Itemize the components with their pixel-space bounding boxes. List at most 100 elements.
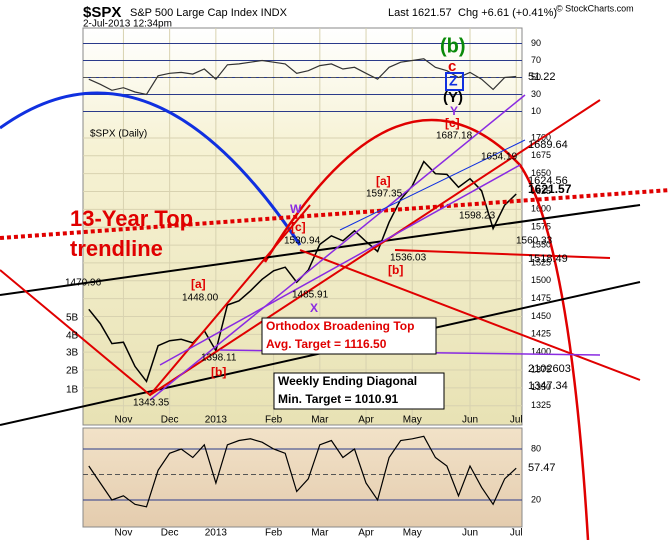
wave-label: c [448,58,456,75]
red-line [149,99,601,396]
target-label: Orthodox Broadening Top [266,319,414,333]
rsi-label: 51.22 [528,71,556,83]
series-label: $SPX (Daily) [90,129,147,140]
oscillator-label: 57.47 [528,462,556,474]
y-tick-label: 1475 [531,293,551,303]
price-label: 1624.56 [528,175,568,187]
y-tick-label: 80 [531,443,541,453]
annotation-box [261,317,437,355]
y-tick-label: 20 [531,494,541,504]
red-line [394,249,611,259]
last-price-label: 1621.57 [528,182,572,196]
y-tick-label: 1500 [531,275,551,285]
blue-arc [0,91,302,246]
y-tick-label: 1350 [531,382,551,392]
x-tick-label: Feb [265,528,283,539]
trendline-label: trendline [70,236,163,261]
wave-label: [c] [291,220,306,234]
wave-label: [b] [211,365,226,379]
y-tick-label: 1450 [531,311,551,321]
wave-label: W [290,202,302,216]
x-tick-label: Jun [462,528,478,539]
y-tick-label: 70 [531,55,541,65]
x-tick-label: Feb [265,415,283,426]
price-label: 1536.03 [390,253,427,264]
price-label: 1347.34 [528,380,568,392]
series-line [88,58,517,96]
y-tick-label: 1625 [531,186,551,196]
volume-tick-label: 4B [66,331,79,342]
annotation-box [273,372,445,410]
wave-label: [b] [388,263,403,277]
x-tick-label: May [403,415,422,426]
y-tick-label: 10 [531,106,541,116]
wave-label: X [310,301,318,315]
x-tick-label: May [403,528,422,539]
x-tick-label: Apr [358,528,374,539]
target-label: Avg. Target = 1116.50 [266,337,387,351]
target-label: Min. Target = 1010.91 [278,392,398,406]
credit: © StockCharts.com [556,3,634,13]
price-label: 1343.35 [133,398,170,409]
wave-label: [a] [376,174,391,188]
date: 2-Jul-2013 12:34pm [83,19,172,30]
blue-line [339,139,526,231]
x-tick-label: 2013 [205,415,228,426]
y-tick-label: 1675 [531,150,551,160]
last: Last 1621.57 [388,7,452,19]
y-tick-label: 1550 [531,239,551,249]
price-label: 1560.33 [516,236,553,247]
x-tick-label: Nov [115,528,133,539]
name: S&P 500 Large Cap Index INDX [130,7,288,19]
price-label: 1518.49 [528,253,568,265]
volume-tick-label: 1B [66,385,79,396]
y-tick-label: 1400 [531,347,551,357]
change: Chg +6.61 (+0.41%) [458,7,557,19]
price-label: 1597.35 [366,189,403,200]
volume-label: 2102603 [528,363,571,375]
symbol: $SPX [83,4,121,21]
x-tick-label: Jul [510,528,523,539]
y-tick-label: 1375 [531,364,551,374]
x-tick-label: Apr [358,415,374,426]
wave-label: [c] [445,116,460,130]
price-label: 1398.11 [201,353,237,364]
wave-label: (Y) [443,89,463,106]
price-label: 1448.00 [182,293,219,304]
y-tick-label: 1525 [531,257,551,267]
price-label: 1687.18 [436,131,473,142]
trendline-label: 13-Year Top [70,206,193,231]
target-label: Weekly Ending Diagonal [278,374,417,388]
price-label: 1654.19 [481,152,518,163]
x-tick-label: 2013 [205,528,228,539]
volume-tick-label: 5B [66,313,79,324]
oscillator-panel [82,427,523,528]
volume-tick-label: 3B [66,348,79,359]
purple-line [149,94,526,401]
price-label: 1485.91 [292,290,329,301]
wave-label: Z [449,73,458,89]
x-tick-label: Mar [311,528,329,539]
y-tick-label: 1575 [531,222,551,232]
y-tick-label: 1650 [531,168,551,178]
y-tick-label: 90 [531,38,541,48]
y-tick-label: 1700 [531,132,551,142]
wave-label: Y [450,104,458,118]
red-line [299,249,641,381]
trendlines [0,91,670,541]
price-label: 1598.23 [459,211,496,222]
wave-label: (b) [440,35,466,57]
price-label: 1689.64 [528,139,568,151]
x-tick-label: Mar [311,415,329,426]
x-tick-label: Jun [462,415,478,426]
y-tick-label: 30 [531,89,541,99]
wave-box [445,72,464,91]
series-line [88,435,517,508]
price-label: 1530.94 [284,236,321,247]
purple-line [159,164,521,366]
annotations: (b) c Z (Y) Y [c] 1687.18 1654.19 [a] 15… [65,35,572,474]
x-tick-label: Dec [161,415,179,426]
volume-tick-label: 2B [66,366,79,377]
y-tick-label: 1425 [531,329,551,339]
